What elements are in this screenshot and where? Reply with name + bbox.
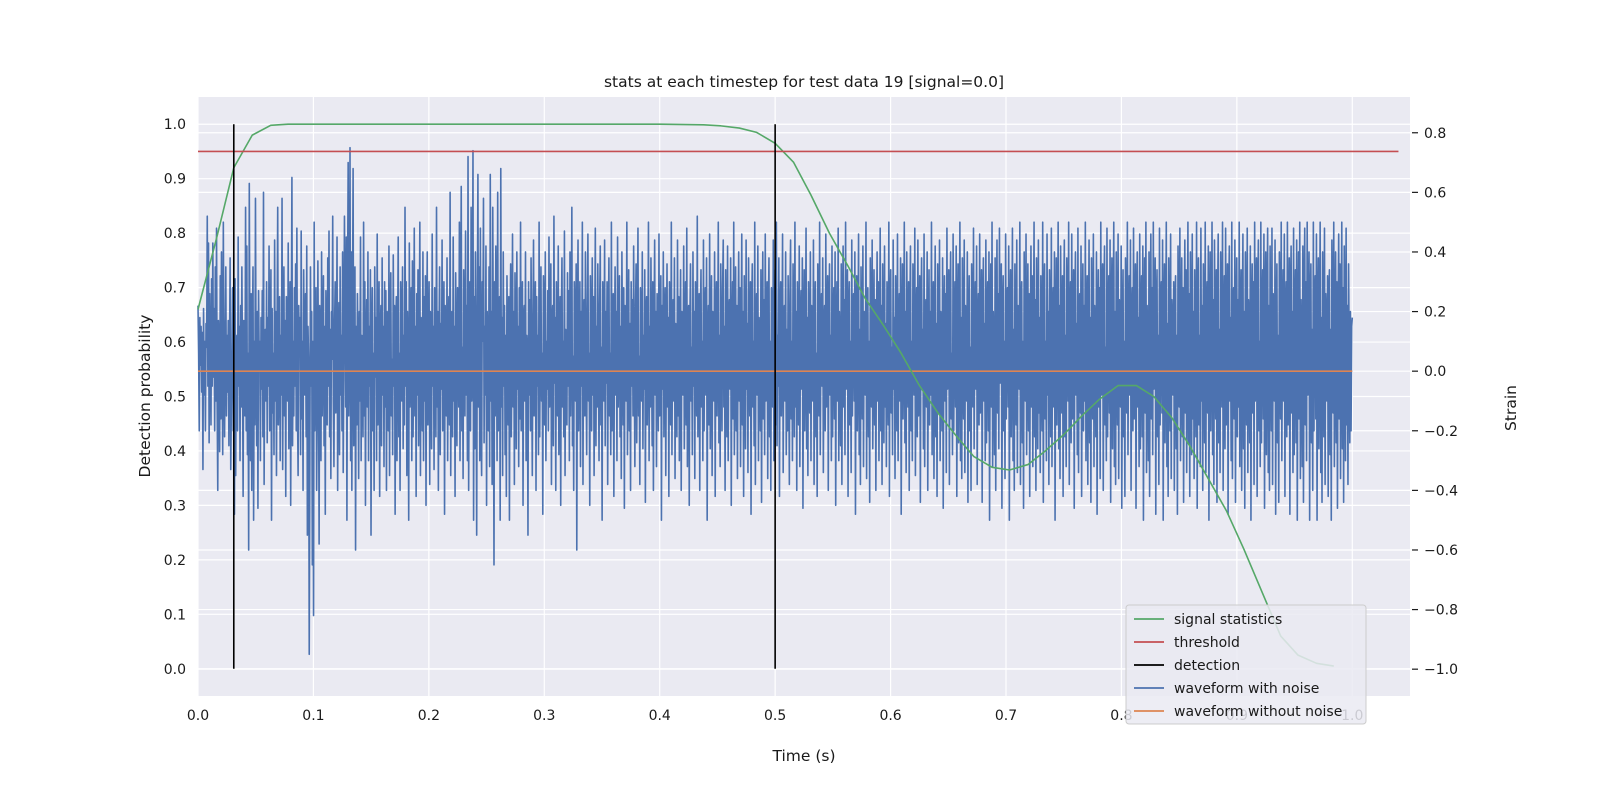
y2-tick-label: 0.8 — [1424, 126, 1446, 142]
x-axis-label: Time (s) — [771, 747, 835, 765]
y-tick-label: 0.2 — [164, 553, 186, 569]
legend-entry: waveform without noise — [1174, 704, 1342, 720]
legend-entry: waveform with noise — [1174, 681, 1319, 697]
x-tick-label: 0.1 — [302, 708, 324, 724]
y-tick-label: 0.6 — [164, 335, 186, 351]
x-tick-label: 0.6 — [879, 708, 901, 724]
series-signal-statistics — [197, 123, 1334, 667]
chart-title: stats at each timestep for test data 19 … — [604, 73, 1004, 91]
series-layer — [197, 123, 1399, 669]
y-tick-label: 0.4 — [164, 444, 186, 460]
x-tick-label: 0.3 — [533, 708, 555, 724]
y2-tick-label: −0.4 — [1424, 483, 1458, 499]
y2-tick-label: 0.4 — [1424, 245, 1446, 261]
y-tick-label: 0.3 — [164, 498, 186, 514]
y2-tick-label: 0.6 — [1424, 185, 1446, 201]
x-tick-label: 0.5 — [764, 708, 786, 724]
x-tick-label: 0.2 — [418, 708, 440, 724]
y2-tick-label: −0.8 — [1424, 603, 1458, 619]
y2-axis-ticks: −1.0 −0.8 −0.6 −0.4 −0.2 0.0 0.2 0.4 0.6 0.8 — [1412, 126, 1458, 678]
y-tick-label: 0.9 — [164, 172, 186, 188]
y-tick-label: 0.1 — [164, 607, 186, 623]
legend-entry: threshold — [1174, 635, 1240, 651]
y2-tick-label: −0.2 — [1424, 424, 1458, 440]
x-tick-label: 0.7 — [995, 708, 1017, 724]
legend: signal statistics threshold detection wavef… — [1125, 604, 1367, 725]
y2-tick-label: −1.0 — [1424, 662, 1458, 678]
y2-tick-label: 0.2 — [1424, 305, 1446, 321]
y-tick-label: 0.5 — [164, 390, 186, 406]
legend-entry: detection — [1174, 658, 1240, 674]
y-axis-ticks: 0.0 0.1 0.2 0.3 0.4 0.5 0.6 0.7 0.8 0.9 1.0 — [164, 117, 186, 678]
legend-entry: signal statistics — [1174, 612, 1282, 628]
y-tick-label: 0.8 — [164, 226, 186, 242]
y2-tick-label: −0.6 — [1424, 543, 1458, 559]
y2-tick-label: 0.0 — [1424, 364, 1446, 380]
y-axis-label: Detection probability — [136, 315, 154, 478]
y-tick-label: 0.0 — [164, 662, 186, 678]
legend-box — [1125, 604, 1367, 725]
y-tick-label: 0.7 — [164, 281, 186, 297]
y2-axis-label: Strain — [1502, 385, 1520, 431]
x-tick-label: 0.4 — [649, 708, 671, 724]
y-tick-label: 1.0 — [164, 117, 186, 133]
x-tick-label: 0.0 — [187, 708, 209, 724]
